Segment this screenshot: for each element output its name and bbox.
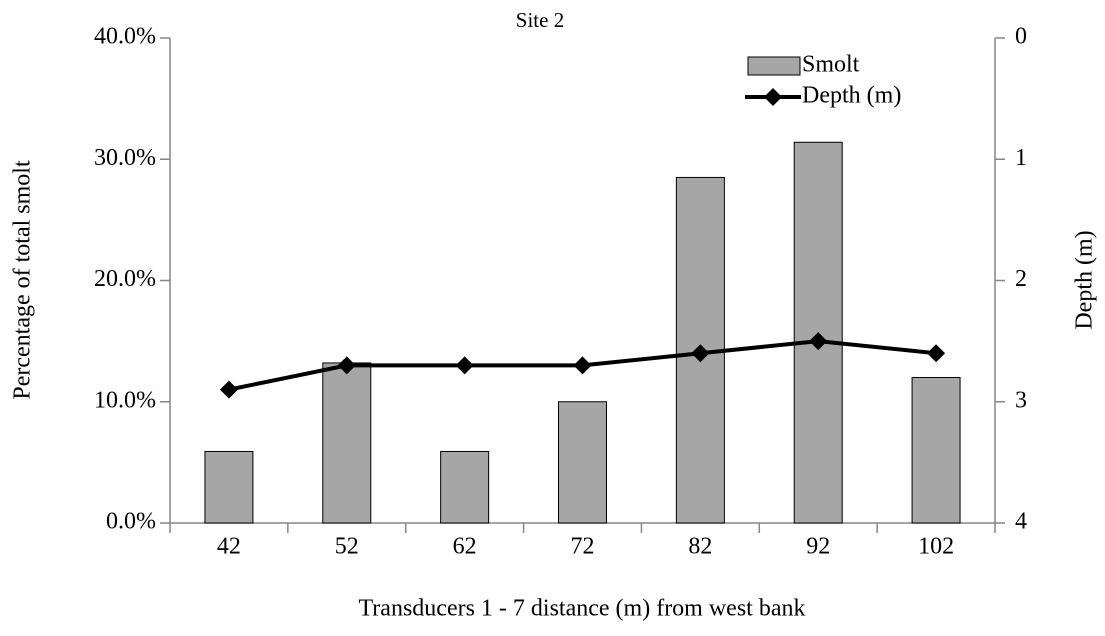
y-tick-label: 10.0%: [94, 387, 156, 413]
y2-tick-label: 0: [1015, 24, 1027, 50]
bar: [204, 450, 254, 524]
y-tick-label: 20.0%: [94, 266, 156, 292]
y-axis-label: Percentage of total smolt: [10, 160, 36, 400]
y2-tick-label: 3: [1015, 387, 1027, 413]
marker: [337, 356, 356, 375]
y2-axis-label: Depth (m): [1072, 230, 1098, 329]
y2-tick-label: 2: [1015, 266, 1027, 292]
chart-title: Site 2: [516, 8, 564, 32]
marker: [455, 356, 474, 375]
y2-tick-label: 4: [1015, 509, 1027, 535]
marker: [809, 332, 828, 351]
y2-tick-label: 1: [1015, 145, 1027, 171]
bar: [911, 377, 961, 524]
legend-marker: [764, 88, 782, 106]
x-axis-label: Transducers 1 - 7 distance (m) from west…: [358, 596, 805, 622]
bar: [440, 450, 490, 524]
marker: [219, 380, 238, 399]
legend-label: Depth (m): [802, 83, 901, 109]
bar: [322, 362, 372, 524]
legend-label: Smolt: [802, 52, 860, 78]
y-tick-label: 0.0%: [106, 509, 156, 535]
bar: [558, 401, 607, 524]
y-tick-label: 40.0%: [94, 24, 156, 50]
x-tick-label: 52: [335, 534, 359, 560]
marker: [927, 344, 946, 363]
x-tick-label: 82: [688, 534, 712, 560]
legend-swatch: [747, 56, 801, 76]
x-tick-label: 92: [806, 534, 830, 560]
x-tick-label: 102: [918, 534, 954, 560]
x-tick-label: 62: [453, 534, 477, 560]
marker: [573, 356, 592, 375]
x-tick-label: 72: [571, 534, 595, 560]
marker: [691, 344, 710, 363]
y-tick-label: 30.0%: [94, 145, 156, 171]
x-tick-label: 42: [217, 534, 241, 560]
